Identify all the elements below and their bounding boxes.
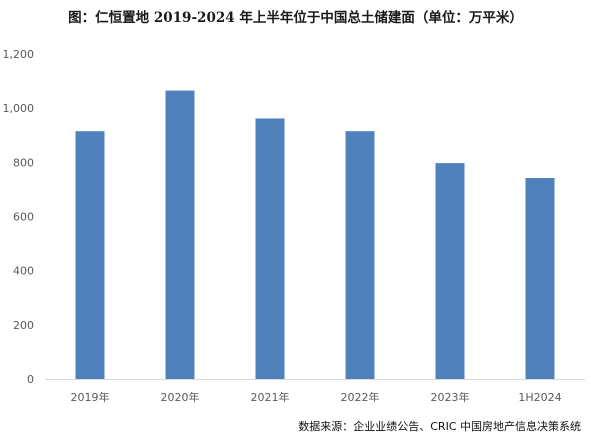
- bar: [165, 90, 195, 379]
- y-tick-label: 0: [27, 373, 34, 386]
- x-tick-label: 2021年: [251, 390, 290, 404]
- y-tick-label: 1,200: [3, 48, 35, 61]
- bar: [255, 118, 285, 379]
- x-axis: 2019年 2020年 2021年 2022年 2023年 1H2024: [71, 390, 562, 404]
- x-tick-label: 2022年: [341, 390, 380, 404]
- bar: [525, 178, 555, 379]
- y-tick-label: 600: [13, 211, 34, 224]
- x-tick-label: 2020年: [161, 390, 200, 404]
- data-source-note: 数据来源：企业业绩公告、CRIC 中国房地产信息决策系统: [298, 420, 581, 433]
- bar: [435, 163, 465, 379]
- y-tick-label: 400: [13, 265, 34, 278]
- bar: [75, 131, 105, 379]
- bars-group: [75, 90, 555, 379]
- x-tick-label: 2019年: [71, 390, 110, 404]
- chart-title: 图：仁恒置地 2019-2024 年上半年位于中国总土储建面（单位：万平米）: [68, 10, 523, 26]
- y-tick-label: 1,000: [3, 102, 35, 115]
- x-tick-label: 1H2024: [518, 391, 561, 404]
- y-axis: 0 200 400 600 800 1,000 1,200: [3, 48, 35, 386]
- y-tick-label: 800: [13, 156, 34, 169]
- y-tick-label: 200: [13, 319, 34, 332]
- x-tick-label: 2023年: [431, 390, 470, 404]
- bar: [345, 131, 375, 379]
